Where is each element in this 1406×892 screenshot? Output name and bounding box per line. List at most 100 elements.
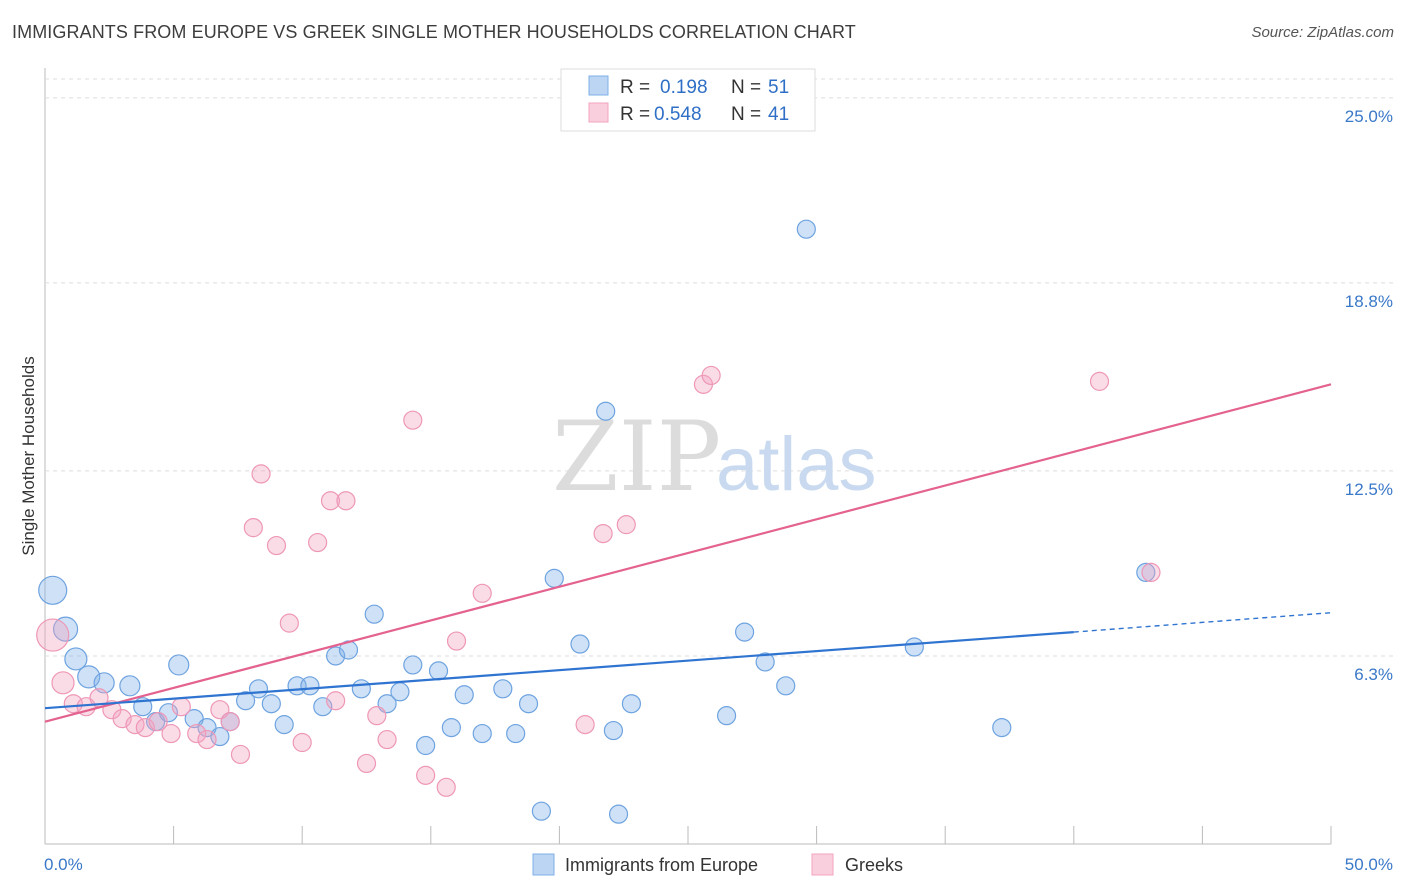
point-greeks xyxy=(616,515,636,535)
point-europe xyxy=(472,723,492,744)
point-greeks xyxy=(51,671,75,695)
point-greeks xyxy=(367,706,387,726)
point-europe xyxy=(416,735,436,756)
legend-r-label-1: R = xyxy=(620,77,650,98)
point-europe xyxy=(64,647,88,671)
bottom-legend-swatch-greeks xyxy=(811,853,834,876)
point-europe xyxy=(992,717,1012,738)
source-label: Source: ZipAtlas.com xyxy=(1251,24,1394,41)
point-europe xyxy=(274,715,294,735)
point-greeks xyxy=(326,691,346,711)
point-europe xyxy=(248,679,269,699)
point-europe xyxy=(755,652,775,672)
data-points xyxy=(36,219,1161,824)
point-europe xyxy=(776,676,796,696)
point-europe xyxy=(93,672,115,694)
point-greeks xyxy=(243,518,263,538)
point-greeks xyxy=(377,729,397,750)
point-europe xyxy=(52,616,79,642)
point-greeks xyxy=(279,613,299,633)
point-europe xyxy=(493,679,513,699)
trendline-europe-extension xyxy=(1073,611,1332,633)
trend-lines xyxy=(44,383,1332,723)
point-greeks xyxy=(187,723,207,744)
legend-n-label-2: N = xyxy=(731,104,761,125)
y-tick-label: 6.3% xyxy=(1354,665,1393,684)
point-europe xyxy=(621,694,642,714)
point-europe xyxy=(236,691,256,711)
point-greeks xyxy=(436,777,456,797)
legend-n-label-1: N = xyxy=(731,77,761,98)
point-greeks xyxy=(1089,371,1110,391)
point-greeks xyxy=(356,753,377,774)
point-europe xyxy=(518,694,539,714)
point-greeks xyxy=(220,712,240,732)
y-tick-label: 12.5% xyxy=(1345,480,1393,499)
trendline-greeks xyxy=(44,383,1332,723)
legend-r-label-2: R = xyxy=(620,104,650,125)
point-greeks xyxy=(36,618,70,652)
point-europe xyxy=(603,720,624,741)
bottom-legend-swatch-europe xyxy=(532,853,555,876)
watermark-atlas: atlas xyxy=(716,422,877,507)
watermark-zip: ZIP xyxy=(552,401,721,513)
point-greeks xyxy=(266,535,287,556)
point-europe xyxy=(364,604,384,624)
point-europe xyxy=(608,804,629,824)
point-greeks xyxy=(472,583,492,603)
point-europe xyxy=(403,655,423,675)
point-europe xyxy=(904,637,924,657)
point-europe xyxy=(716,706,737,726)
y-tick-label: 18.8% xyxy=(1345,292,1393,311)
x-tick-label-max: 50.0% xyxy=(1345,855,1393,874)
legend-n-value-1: 51 xyxy=(768,77,789,98)
point-europe xyxy=(300,676,320,696)
point-greeks xyxy=(171,697,191,717)
point-europe xyxy=(351,679,371,699)
bottom-legend-label-greeks: Greeks xyxy=(845,855,903,875)
legend-r-value-1: 0.198 xyxy=(660,77,708,98)
point-greeks xyxy=(230,744,251,765)
legend-r-value-2: 0.548 xyxy=(654,104,702,125)
bottom-legend: Immigrants from Europe Greeks xyxy=(532,853,903,876)
point-greeks xyxy=(320,491,341,511)
point-europe xyxy=(796,219,816,239)
point-greeks xyxy=(148,712,168,732)
grid-lines xyxy=(45,78,1393,657)
point-greeks xyxy=(416,765,436,785)
point-greeks xyxy=(575,715,595,735)
x-ticks xyxy=(44,826,1332,844)
point-europe xyxy=(531,801,551,821)
y-tick-label: 25.0% xyxy=(1345,107,1393,126)
point-greeks xyxy=(1141,562,1161,583)
point-europe xyxy=(441,717,461,738)
point-greeks xyxy=(593,523,613,544)
y-axis-label: Single Mother Households xyxy=(19,356,38,555)
point-greeks xyxy=(161,723,181,744)
point-greeks xyxy=(446,631,467,651)
legend: R = 0.198 N = 51 R = 0.548 N = 41 xyxy=(560,68,816,132)
trendline-europe xyxy=(44,630,1074,710)
x-tick-label-min: 0.0% xyxy=(44,855,83,874)
bottom-legend-label-europe: Immigrants from Europe xyxy=(565,855,758,875)
point-greeks xyxy=(403,410,423,430)
legend-n-value-2: 41 xyxy=(768,104,789,125)
point-europe xyxy=(119,675,141,697)
point-greeks xyxy=(336,491,356,511)
y-tick-labels: 6.3% 12.5% 18.8% 25.0% xyxy=(1345,107,1393,684)
chart-title: IMMIGRANTS FROM EUROPE VS GREEK SINGLE M… xyxy=(12,22,856,42)
point-europe xyxy=(506,723,526,744)
legend-swatch-pink xyxy=(588,102,609,123)
point-europe xyxy=(38,575,68,605)
point-greeks xyxy=(308,532,328,553)
point-europe xyxy=(570,634,590,654)
point-greeks xyxy=(292,732,312,753)
point-europe xyxy=(454,685,474,705)
point-europe xyxy=(168,654,190,676)
point-europe xyxy=(544,568,564,588)
point-greeks xyxy=(197,729,217,750)
point-europe xyxy=(1136,562,1156,583)
point-europe xyxy=(261,694,281,714)
point-europe xyxy=(734,622,755,642)
